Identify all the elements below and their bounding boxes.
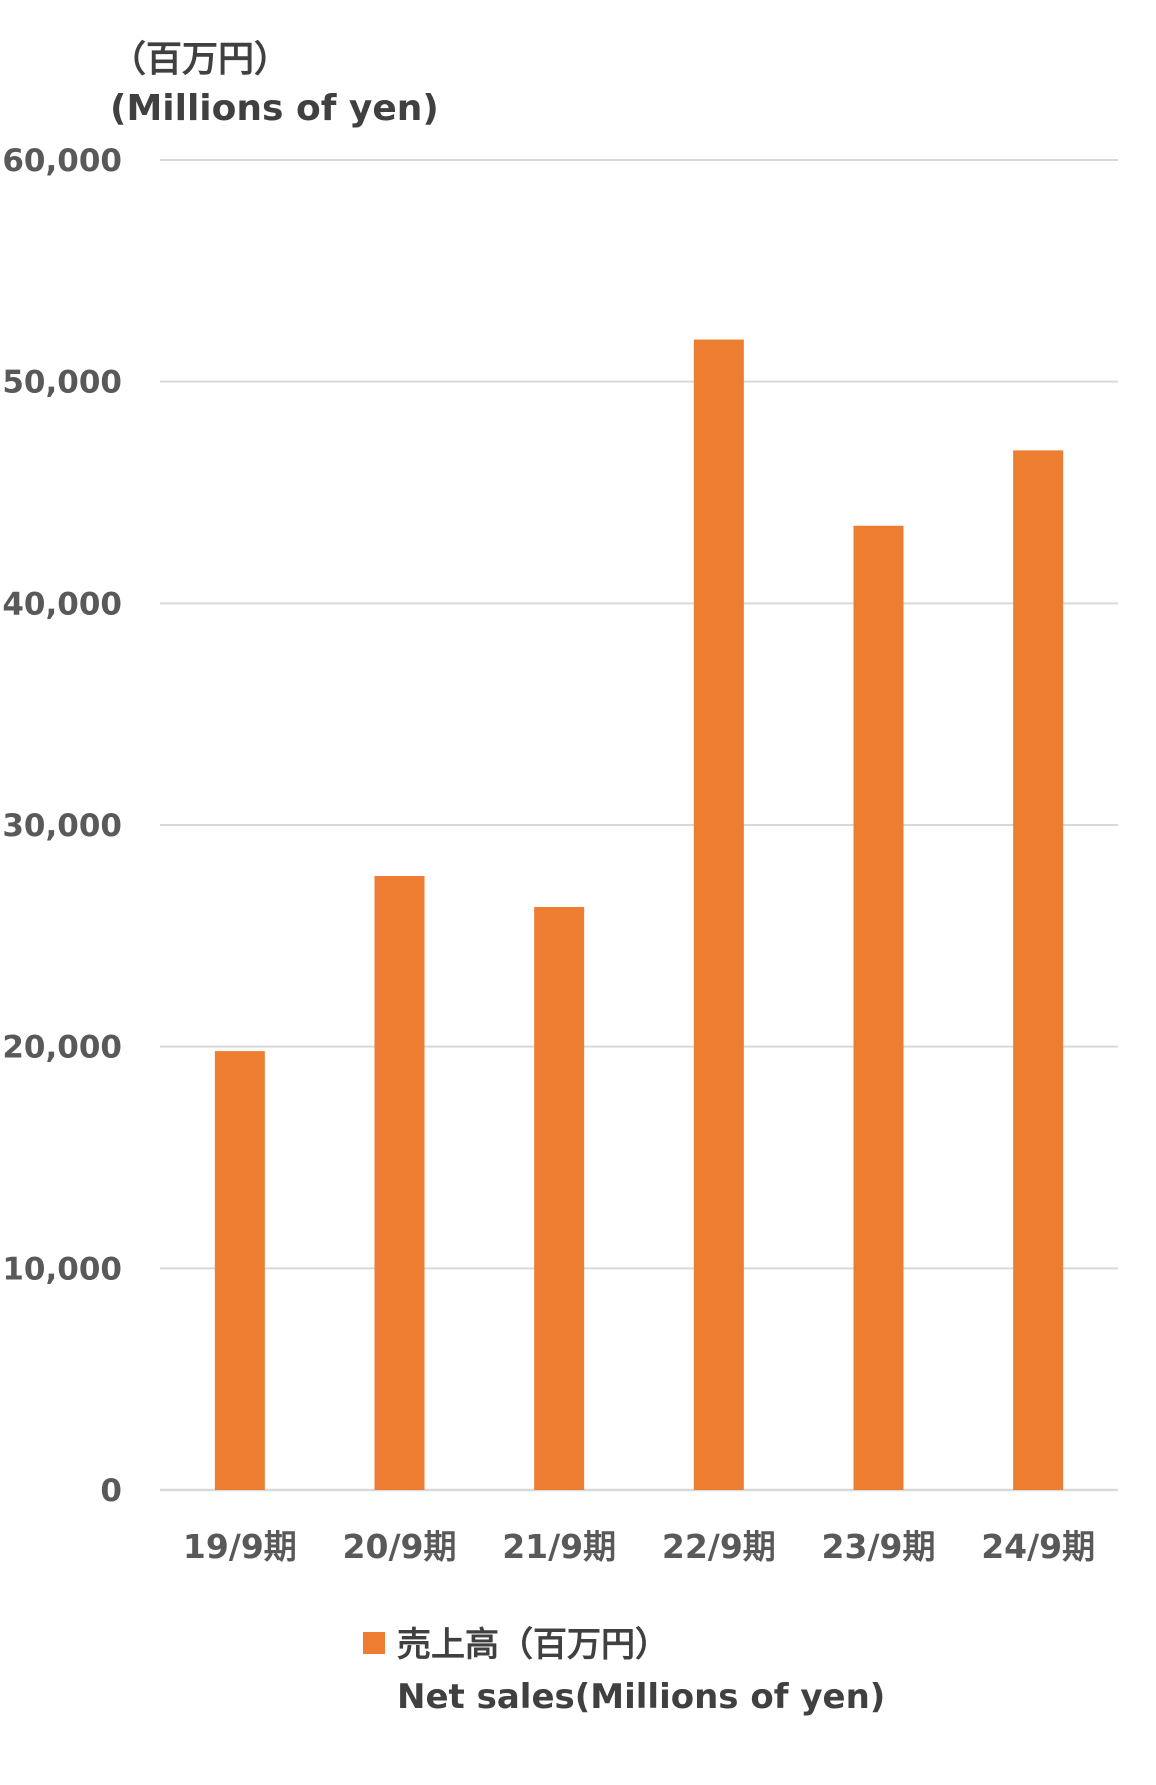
x-tick-label: 19/9期: [183, 1527, 297, 1566]
x-tick-label: 22/9期: [662, 1527, 776, 1566]
y-tick-label: 0: [100, 1473, 122, 1509]
bar: [534, 907, 585, 1490]
x-axis-ticks: 19/9期 20/9期 21/9期 22/9期 23/9期 24/9期: [183, 1527, 1095, 1566]
y-tick-label: 40,000: [2, 586, 122, 622]
y-unit-label-jp: （百万円）: [110, 39, 291, 80]
bar: [214, 1051, 265, 1490]
bar-chart: 0 10,000 20,000 30,000 40,000 50,000 60,000 19…: [2, 143, 1118, 1566]
x-tick-label: 24/9期: [981, 1527, 1095, 1566]
bar: [374, 875, 425, 1490]
bars: [214, 339, 1064, 1491]
bar: [1013, 450, 1064, 1491]
y-tick-label: 60,000: [2, 143, 122, 179]
y-tick-label: 10,000: [2, 1251, 122, 1287]
x-tick-label: 23/9期: [822, 1527, 936, 1566]
y-tick-label: 30,000: [2, 808, 122, 844]
y-tick-label: 50,000: [2, 365, 122, 401]
y-tick-label: 20,000: [2, 1030, 122, 1066]
x-tick-label: 21/9期: [502, 1527, 616, 1566]
bar: [853, 525, 904, 1490]
legend-label-en: Net sales(Millions of yen): [397, 1677, 886, 1717]
bar: [693, 339, 744, 1490]
x-tick-label: 20/9期: [343, 1527, 457, 1566]
y-axis-ticks: 0 10,000 20,000 30,000 40,000 50,000 60,000: [2, 143, 122, 1509]
legend-swatch: [363, 1632, 385, 1654]
legend-label-jp: 売上高（百万円）: [397, 1625, 669, 1665]
y-unit-label-en: (Millions of yen): [110, 88, 439, 129]
gridlines: [160, 159, 1118, 1492]
